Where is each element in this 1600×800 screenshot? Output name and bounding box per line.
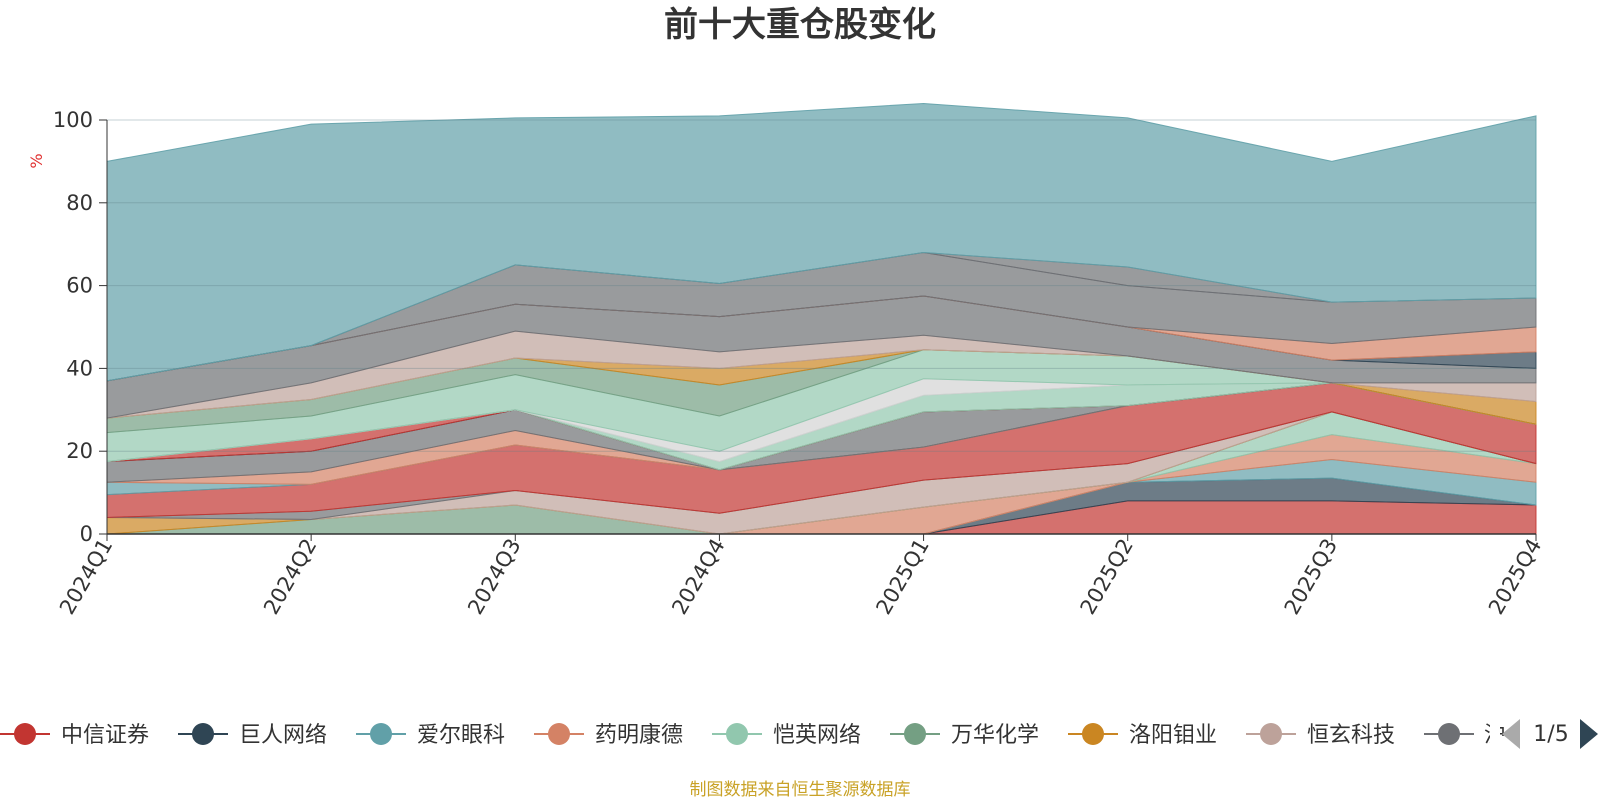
legend: 中信证券巨人网络爱尔眼科药明康德恺英网络万华化学洛阳钼业恒玄科技沪 [0, 710, 1506, 750]
legend-pager: 1/5 [1502, 719, 1598, 749]
y-tick-labels: 0 20 40 60 80 100 [53, 108, 93, 546]
legend-clip-mask [1490, 710, 1500, 750]
legend-item-3[interactable]: 药明康德 [534, 723, 683, 748]
legend-label: 巨人网络 [239, 723, 327, 748]
y-tick-label-20: 20 [66, 439, 93, 463]
legend-item-2[interactable]: 爱尔眼科 [356, 723, 505, 748]
legend-label: 药明康德 [595, 723, 683, 748]
legend-label: 万华化学 [951, 723, 1039, 748]
legend-label: 爱尔眼科 [417, 723, 505, 748]
legend-marker-icon [1082, 723, 1104, 745]
y-tick-label-0: 0 [80, 522, 93, 546]
legend-marker-icon [726, 723, 748, 745]
y-tick-label-60: 60 [66, 274, 93, 298]
legend-marker-icon [192, 723, 214, 745]
chart-title: 前十大重仓股变化 [664, 5, 936, 45]
legend-item-4[interactable]: 恺英网络 [712, 723, 861, 748]
axes [99, 119, 1537, 541]
pager-label: 1/5 [1533, 722, 1568, 747]
legend-marker-icon [904, 723, 926, 745]
x-tick-label-2024Q4: 2024Q4 [667, 535, 729, 619]
legend-marker-icon [1260, 723, 1282, 745]
legend-marker-icon [548, 723, 570, 745]
legend-item-8[interactable] [1424, 723, 1474, 745]
gridlines [107, 119, 1536, 452]
legend-label: 中信证券 [61, 723, 149, 748]
series-areas [106, 102, 1537, 535]
legend-item-5[interactable]: 万华化学 [890, 723, 1039, 748]
pager-next-icon[interactable] [1580, 719, 1598, 749]
x-tick-label-2025Q1: 2025Q1 [871, 535, 933, 619]
legend-label: 恺英网络 [773, 723, 861, 748]
pager-prev-icon[interactable] [1502, 719, 1520, 749]
x-tick-label-2024Q1: 2024Q1 [55, 535, 117, 619]
legend-item-0[interactable]: 中信证券 [0, 723, 149, 748]
legend-marker-icon [14, 723, 36, 745]
legend-label: 洛阳钼业 [1129, 723, 1217, 748]
legend-item-6[interactable]: 洛阳钼业 [1068, 723, 1217, 748]
x-tick-labels: 2024Q1 2024Q2 2024Q3 2024Q4 2025Q1 2025Q2 2025… [55, 535, 1546, 619]
legend-item-1[interactable]: 巨人网络 [178, 723, 327, 748]
data-source-note: 制图数据来自恒生聚源数据库 [690, 780, 911, 800]
x-tick-label-2024Q3: 2024Q3 [463, 535, 525, 619]
y-axis-unit: % [27, 153, 46, 168]
legend-marker-icon [1438, 723, 1460, 745]
y-tick-label-40: 40 [66, 356, 93, 380]
x-tick-label-2024Q2: 2024Q2 [259, 535, 321, 619]
x-tick-label-2025Q2: 2025Q2 [1076, 535, 1138, 619]
legend-marker-icon [370, 723, 392, 745]
y-tick-label-100: 100 [53, 108, 93, 132]
y-tick-label-80: 80 [66, 191, 93, 215]
legend-label: 恒玄科技 [1307, 723, 1395, 748]
x-tick-label-2025Q3: 2025Q3 [1280, 535, 1342, 619]
area-series-26 [106, 102, 1537, 382]
legend-item-7[interactable]: 恒玄科技 [1246, 723, 1395, 748]
x-tick-label-2025Q4: 2025Q4 [1484, 535, 1546, 619]
